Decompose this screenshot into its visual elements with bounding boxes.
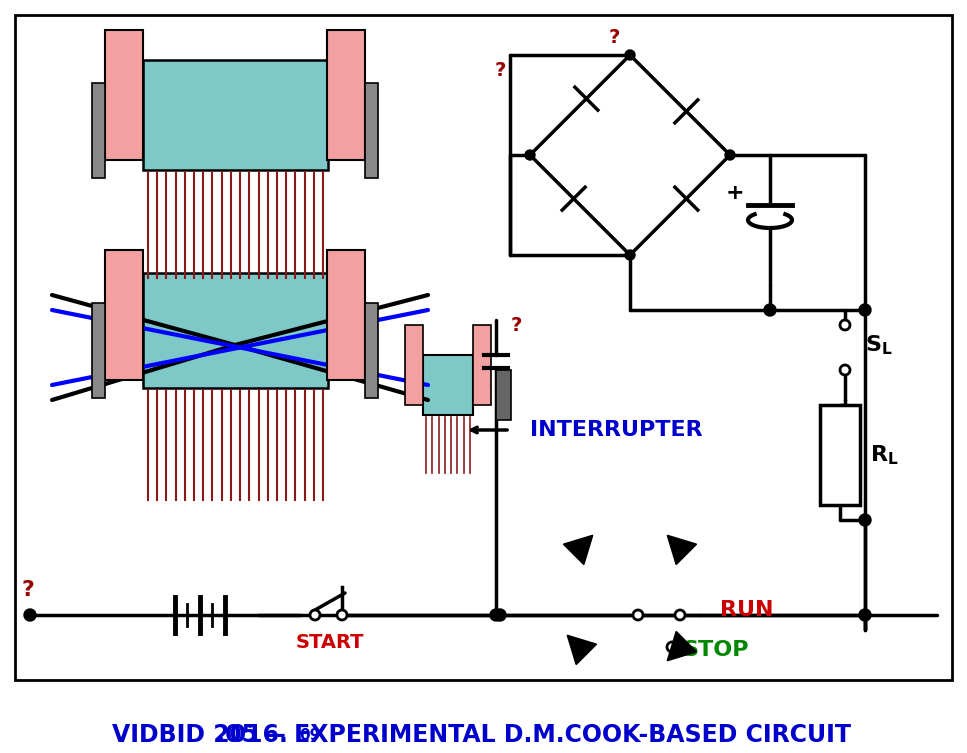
Text: $\mathbf{S_L}$: $\mathbf{S_L}$ xyxy=(865,333,893,357)
Bar xyxy=(92,83,105,178)
Circle shape xyxy=(840,320,850,330)
Circle shape xyxy=(859,304,871,316)
Polygon shape xyxy=(568,636,597,665)
Circle shape xyxy=(859,609,871,621)
Circle shape xyxy=(764,304,776,316)
Polygon shape xyxy=(667,632,696,660)
Text: VIDBID 2016.: VIDBID 2016. xyxy=(112,723,288,747)
Circle shape xyxy=(667,642,677,652)
Text: $\mathbf{R_L}$: $\mathbf{R_L}$ xyxy=(870,444,898,467)
Circle shape xyxy=(840,365,850,375)
Bar xyxy=(15,15,952,680)
Circle shape xyxy=(494,609,506,621)
Bar xyxy=(405,325,423,405)
Circle shape xyxy=(490,609,502,621)
Text: STOP: STOP xyxy=(682,640,748,660)
Circle shape xyxy=(625,50,635,60)
Bar xyxy=(496,370,511,420)
Circle shape xyxy=(675,610,685,620)
Text: ?: ? xyxy=(608,28,620,47)
Polygon shape xyxy=(564,535,593,565)
Bar xyxy=(143,60,328,170)
Text: .05 -- EXPERIMENTAL D.M.COOK-BASED CIRCUIT: .05 -- EXPERIMENTAL D.M.COOK-BASED CIRCU… xyxy=(209,723,852,747)
Bar xyxy=(365,83,378,178)
Text: ?: ? xyxy=(511,316,522,334)
Bar xyxy=(365,303,378,398)
Text: ?: ? xyxy=(495,60,506,80)
Circle shape xyxy=(24,609,36,621)
Bar xyxy=(473,325,491,405)
Bar xyxy=(105,30,143,160)
Text: RUN: RUN xyxy=(720,600,774,620)
Circle shape xyxy=(859,514,871,526)
Text: ?: ? xyxy=(21,580,35,600)
Bar xyxy=(327,30,365,160)
Circle shape xyxy=(337,610,347,620)
Polygon shape xyxy=(667,535,696,565)
Bar xyxy=(92,303,105,398)
Bar xyxy=(143,273,328,388)
Circle shape xyxy=(310,610,320,620)
Text: INTERRUPTER: INTERRUPTER xyxy=(530,420,703,440)
Text: +: + xyxy=(725,183,745,203)
Bar xyxy=(327,250,365,380)
Text: 09: 09 xyxy=(300,727,321,742)
Text: START: START xyxy=(296,633,365,653)
Circle shape xyxy=(625,250,635,260)
Circle shape xyxy=(633,610,643,620)
Bar xyxy=(105,250,143,380)
Circle shape xyxy=(525,150,535,160)
Bar xyxy=(423,355,473,415)
Circle shape xyxy=(725,150,735,160)
Bar xyxy=(820,405,860,505)
